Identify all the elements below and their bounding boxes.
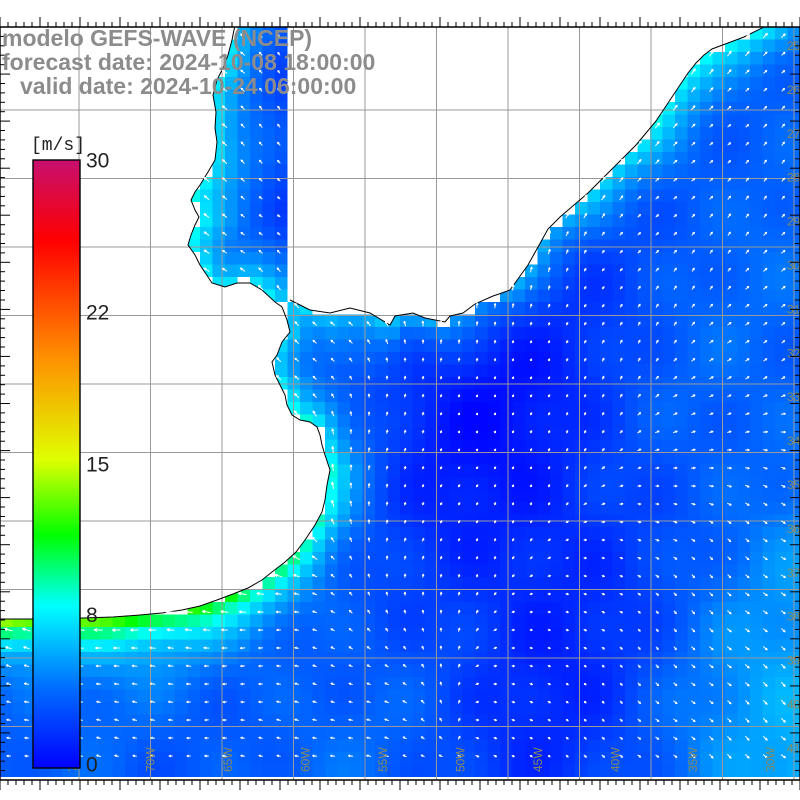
svg-text:30S: 30S	[787, 259, 800, 273]
svg-text:60W: 60W	[299, 747, 313, 772]
svg-text:8: 8	[86, 604, 98, 627]
svg-text:22: 22	[86, 301, 109, 324]
svg-text:27S: 27S	[787, 127, 800, 141]
svg-text:36S: 36S	[787, 522, 800, 536]
svg-text:15: 15	[86, 453, 109, 476]
svg-text:26S: 26S	[787, 83, 800, 97]
svg-text:35S: 35S	[787, 478, 800, 492]
svg-text:30: 30	[86, 150, 109, 173]
svg-text:[m/s]: [m/s]	[31, 136, 85, 156]
svg-text:modelo GEFS-WAVE (NCEP): modelo GEFS-WAVE (NCEP)	[2, 25, 312, 51]
svg-text:32S: 32S	[787, 346, 800, 360]
svg-text:33S: 33S	[787, 390, 800, 404]
svg-text:38S: 38S	[787, 610, 800, 624]
svg-text:41S: 41S	[787, 741, 800, 755]
svg-text:forecast date: 2024-10-08 18:0: forecast date: 2024-10-08 18:00:00	[2, 49, 375, 75]
svg-text:29S: 29S	[787, 215, 800, 229]
svg-text:40W: 40W	[609, 747, 623, 772]
svg-text:50W: 50W	[454, 747, 468, 772]
svg-text:45W: 45W	[531, 747, 545, 772]
svg-text:35W: 35W	[686, 747, 700, 772]
svg-text:30W: 30W	[764, 747, 778, 772]
svg-text:valid date: 2024-10-24 06:00:0: valid date: 2024-10-24 06:00:00	[20, 73, 356, 99]
svg-text:39S: 39S	[787, 654, 800, 668]
svg-text:0: 0	[86, 753, 98, 776]
svg-text:65W: 65W	[221, 747, 235, 772]
svg-text:70W: 70W	[144, 747, 158, 772]
svg-text:55W: 55W	[376, 747, 390, 772]
